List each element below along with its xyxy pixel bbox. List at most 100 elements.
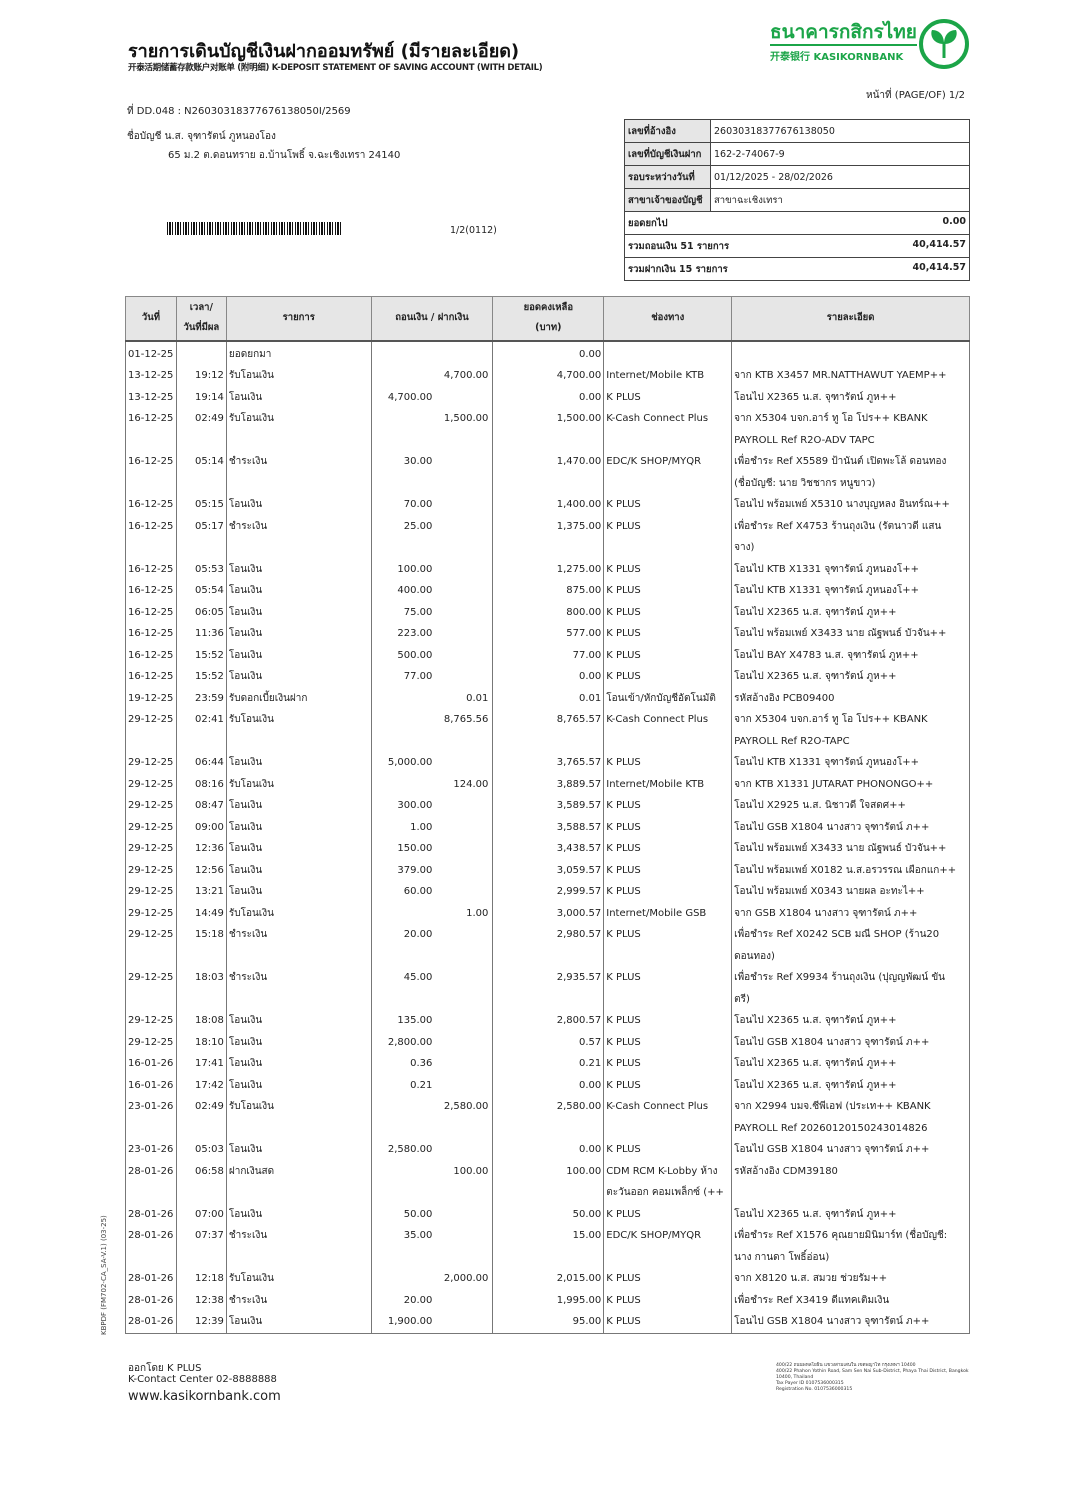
bank-logo: ธนาคารกสิกรไทย 开泰银行 KASIKORNBANK	[770, 18, 970, 74]
cell-amount: 8,765.56	[370, 709, 494, 752]
bank-name-th: ธนาคารกสิกรไทย	[770, 20, 917, 46]
cell-balance: 95.00	[492, 1311, 605, 1333]
column-header: เวลา/ วันที่มีผล	[175, 296, 227, 342]
cell-time	[175, 340, 227, 365]
summary-value: 162-2-74067-9	[710, 142, 970, 166]
cell-time: 18:08	[175, 1010, 227, 1032]
cell-balance: 2,999.57	[492, 881, 605, 903]
cell-channel: K-Cash Connect Plus	[603, 1096, 733, 1139]
cell-detail: โอนไป X2365 น.ส. จุฑารัตน์ ภูห++	[731, 386, 970, 408]
table-row: 28-01-26 12:39 โอนเงิน 1,900.00 95.00 K …	[125, 1311, 970, 1333]
summary-value: 26030318377676138050	[710, 119, 970, 143]
cell-time: 05:53	[175, 558, 227, 580]
cell-channel: K PLUS	[603, 666, 733, 688]
cell-time: 18:10	[175, 1031, 227, 1053]
cell-amount: 1,500.00	[370, 408, 494, 451]
cell-balance: 1,275.00	[492, 558, 605, 580]
cell-balance: 3,589.57	[492, 795, 605, 817]
withdrawal-amount: 379.00	[397, 864, 433, 876]
table-row: 16-12-25 15:52 โอนเงิน 77.00 0.00 K PLUS…	[125, 666, 970, 688]
cell-channel: K PLUS	[603, 967, 733, 1010]
table-row: 29-12-25 02:41 รับโอนเงิน 8,765.56 8,765…	[125, 709, 970, 752]
withdrawal-amount: 35.00	[403, 1230, 433, 1241]
cell-time: 11:36	[175, 623, 227, 645]
cell-detail: รหัสอ้างอิง PCB09400	[731, 687, 970, 709]
summary-row: เลขที่อ้างอิง 26030318377676138050	[624, 119, 970, 143]
cell-date: 16-01-26	[125, 1074, 177, 1096]
cell-time: 07:37	[175, 1225, 227, 1268]
cell-description: ชำระเงิน	[225, 1289, 372, 1311]
withdrawal-amount: 50.00	[403, 1208, 433, 1220]
issued-by: ออกโดย K PLUS	[128, 1363, 202, 1374]
cell-channel: K-Cash Connect Plus	[603, 709, 733, 752]
cell-date: 29-12-25	[125, 838, 177, 860]
table-row: 29-12-25 18:08 โอนเงิน 135.00 2,800.57 K…	[125, 1010, 970, 1032]
cell-amount: 1,900.00	[370, 1311, 494, 1333]
summary-value: 01/12/2025 - 28/02/2026	[710, 165, 970, 189]
page-subtitle: 开泰活期储蓄存款账户对账单 (附明细) K-DEPOSIT STATEMENT …	[128, 63, 543, 73]
cell-description: โอนเงิน	[225, 580, 372, 602]
cell-detail: โอนไป GSB X1804 นางสาว จุฑารัตน์ ภ++	[731, 1031, 970, 1053]
cell-time: 06:58	[175, 1160, 227, 1204]
table-row: 13-12-25 19:14 โอนเงิน 4,700.00 0.00 K P…	[125, 386, 970, 408]
cell-channel: K PLUS	[603, 1139, 733, 1161]
cell-date: 29-12-25	[125, 752, 177, 774]
cell-time: 05:15	[175, 494, 227, 516]
cell-time: 06:05	[175, 601, 227, 623]
cell-balance: 3,000.57	[492, 902, 605, 924]
cell-amount: 379.00	[370, 859, 494, 881]
withdrawal-amount: 20.00	[403, 1294, 433, 1306]
cell-description: รับโอนเงิน	[225, 773, 372, 795]
cell-amount: 2,000.00	[370, 1268, 494, 1290]
cell-balance: 0.00	[492, 1139, 605, 1161]
cell-channel: K PLUS	[603, 924, 733, 967]
cell-detail: เพื่อชำระ Ref X3419 ดีแทคเติมเงิน	[731, 1289, 970, 1311]
website-link[interactable]: www.kasikornbank.com	[128, 1389, 281, 1404]
cell-amount: 150.00	[370, 838, 494, 860]
deposit-amount: 0.01	[466, 692, 489, 704]
cell-detail: จาก GSB X1804 นางสาว จุฑารัตน์ ภ++	[731, 902, 970, 924]
cell-channel: EDC/K SHOP/MYQR	[603, 451, 733, 494]
cell-balance: 2,015.00	[492, 1268, 605, 1290]
withdrawal-amount: 70.00	[403, 499, 433, 510]
contact-center: K-Contact Center 02-8888888	[128, 1374, 277, 1385]
table-row: 29-12-25 08:16 รับโอนเงิน 124.00 3,889.5…	[125, 773, 970, 795]
cell-date: 16-12-25	[125, 515, 177, 559]
withdrawal-amount: 77.00	[403, 671, 433, 682]
cell-detail: โอนไป KTB X1331 จุฑารัตน์ ภูหนองโ++	[731, 752, 970, 774]
total-row: ยอดยกไป 0.00	[624, 211, 970, 235]
cell-channel: K PLUS	[603, 1289, 733, 1311]
cell-channel: K PLUS	[603, 1311, 733, 1333]
cell-detail: โอนไป พร้อมเพย์ X0182 น.ส.อรวรรณ เผือกแก…	[731, 859, 970, 881]
cell-time: 15:52	[175, 666, 227, 688]
table-row: 13-12-25 19:12 รับโอนเงิน 4,700.00 4,700…	[125, 365, 970, 387]
account-address: 65 ม.2 ต.ดอนทราย อ.บ้านโพธิ์ จ.ฉะเชิงเทร…	[168, 150, 401, 161]
cell-balance: 0.00	[492, 386, 605, 408]
table-row: 29-12-25 12:56 โอนเงิน 379.00 3,059.57 K…	[125, 859, 970, 881]
table-row: 29-12-25 18:03 ชำระเงิน 45.00 2,935.57 K…	[125, 967, 970, 1010]
cell-channel: K PLUS	[603, 752, 733, 774]
cell-detail: โอนไป พร้อมเพย์ X0343 นายผล อะทะไ++	[731, 881, 970, 903]
cell-balance: 3,059.57	[492, 859, 605, 881]
cell-description: โอนเงิน	[225, 1139, 372, 1161]
cell-date: 16-12-25	[125, 408, 177, 451]
total-value: 40,414.57	[912, 261, 967, 273]
total-value: 0.00	[942, 215, 966, 227]
cell-date: 23-01-26	[125, 1139, 177, 1161]
cell-balance: 0.57	[492, 1031, 605, 1053]
cell-balance: 1,470.00	[492, 451, 605, 494]
withdrawal-amount: 25.00	[403, 520, 433, 532]
total-label: รวมฝากเงิน 15 รายการ	[628, 263, 728, 275]
table-row: 28-01-26 07:00 โอนเงิน 50.00 50.00 K PLU…	[125, 1203, 970, 1225]
cell-time: 18:03	[175, 967, 227, 1010]
withdrawal-amount: 150.00	[397, 843, 433, 854]
table-row: 19-12-25 23:59 รับดอกเบี้ยเงินฝาก 0.01 0…	[125, 687, 970, 709]
cell-channel	[603, 340, 733, 365]
cell-time: 17:42	[175, 1074, 227, 1096]
cell-balance: 1,400.00	[492, 494, 605, 516]
cell-description: รับโอนเงิน	[225, 1096, 372, 1139]
withdrawal-amount: 2,580.00	[387, 1144, 433, 1155]
total-row: รวมถอนเงิน 51 รายการ 40,414.57	[624, 234, 970, 258]
deposit-amount: 124.00	[453, 778, 489, 790]
withdrawal-amount: 1.00	[410, 821, 433, 833]
